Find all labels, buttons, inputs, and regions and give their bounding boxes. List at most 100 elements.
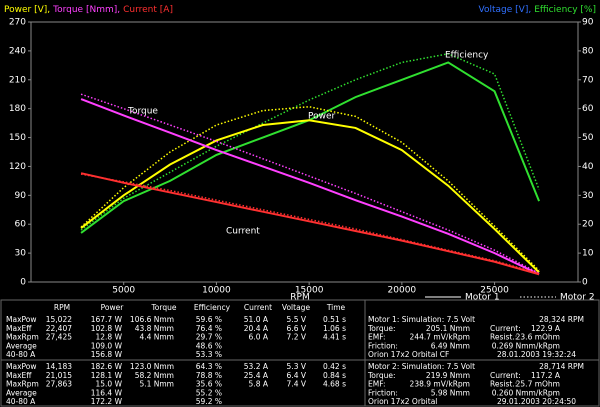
motor-field: 238.9 mV/kRpm [410, 380, 470, 389]
stats-header: Time [326, 303, 346, 312]
stats-cell: 5.3 V [287, 362, 307, 371]
stats-cell: 123.0 Nmm [130, 362, 174, 371]
y2-tick-label: 30 [582, 191, 594, 201]
stats-row-label: Average [6, 388, 37, 397]
y-axis-title-part: Current [A] [123, 5, 173, 15]
stats-cell: 6.6 V [287, 324, 307, 333]
stats-cell: 20.4 A [244, 324, 269, 333]
stats-cell: 29.7 % [196, 333, 222, 342]
series-line [80, 119, 540, 274]
series-line [80, 98, 540, 276]
series-line [80, 172, 540, 276]
stats-cell: 0.84 s [323, 371, 346, 380]
stats-header: Power [101, 303, 125, 312]
stats-row-label: MaxPow [6, 315, 36, 324]
series-line [80, 52, 540, 231]
y-tick-label: 90 [15, 191, 27, 201]
stats-header: Current [244, 303, 272, 312]
stats-row-label: 40-80 A [6, 397, 36, 406]
motor-field: 5.98 Nmm [431, 388, 470, 397]
y2-tick-label: 80 [582, 46, 594, 56]
motor-field: Current: [490, 371, 521, 380]
y2-axis-title-part: Efficiency [%] [534, 5, 596, 15]
y2-tick-label: 10 [582, 249, 594, 259]
stats-cell: 106.6 Nmm [130, 315, 174, 324]
y-tick-label: 120 [9, 162, 26, 172]
stats-cell: 5.8 A [249, 380, 269, 389]
stats-cell: 64.3 % [196, 362, 222, 371]
x-tick-label: 25000 [480, 286, 509, 296]
motor-field: 205.1 Nmm [426, 324, 470, 333]
stats-cell: 12.8 W [96, 333, 123, 342]
y-tick-label: 30 [15, 249, 27, 259]
series-line [80, 93, 540, 274]
x-tick-label: 15000 [295, 286, 324, 296]
stats-cell: 109.0 W [91, 341, 123, 350]
motor-field: 219.9 Nmm [426, 371, 470, 380]
motor-field: 244.7 mV/kRpm [410, 333, 470, 342]
stats-row-label: Average [6, 341, 37, 350]
stats-cell: 167.7 W [91, 315, 123, 324]
stats-cell: 6.0 A [249, 333, 269, 342]
stats-header: Torque [151, 303, 177, 312]
stats-cell: 27,863 [46, 380, 72, 389]
stats-cell: 25.4 A [244, 371, 269, 380]
stats-cell: 43.8 Nmm [135, 324, 174, 333]
motor-field: EMF: [368, 380, 385, 389]
stats-cell: 4.41 s [323, 333, 346, 342]
stats-cell: 53.3 % [196, 350, 222, 359]
stats-cell: 15.0 W [96, 380, 123, 389]
y-tick-label: 210 [9, 75, 26, 85]
y2-axis-title-part: Voltage [V], [479, 5, 532, 15]
stats-header: Voltage [282, 303, 311, 312]
series-label: Power [308, 112, 336, 122]
y-tick-label: 270 [9, 18, 26, 28]
stats-cell: 15,022 [46, 315, 72, 324]
stats-cell: 7.4 V [287, 380, 307, 389]
stats-cell: 6.4 V [287, 371, 307, 380]
stats-cell: 59.6 % [196, 315, 222, 324]
stats-cell: 1.06 s [323, 324, 346, 333]
stats-cell: 5.1 Nmm [139, 380, 174, 389]
y2-tick-label: 20 [582, 220, 594, 230]
stats-row-label: 40-80 A [6, 350, 36, 359]
y2-tick-label: 50 [582, 133, 594, 143]
stats-row-label: MaxEff [6, 371, 32, 380]
legend-label: Motor 2 [560, 293, 595, 303]
stats-header: Efficiency [194, 303, 231, 312]
y2-tick-label: 90 [582, 18, 594, 28]
legend-label: Motor 1 [465, 293, 500, 303]
y2-tick-label: 40 [582, 162, 594, 172]
stats-cell: 14,183 [46, 362, 72, 371]
x-tick-label: 20000 [388, 286, 417, 296]
plot-frame [30, 21, 579, 283]
stats-cell: 48.6 % [196, 341, 222, 350]
y-axis-title-part: Torque [Nmm], [52, 5, 120, 15]
motor-title: Motor 1: Simulation: 7.5 Volt [368, 315, 475, 324]
stats-row-label: MaxPow [6, 362, 36, 371]
y-tick-label: 180 [9, 104, 26, 114]
stats-cell: 182.6 W [91, 362, 123, 371]
stats-cell: 55.2 % [196, 388, 222, 397]
stats-panel [0, 299, 600, 407]
y-tick-label: 0 [20, 278, 26, 288]
motor-field: Resist.: [490, 333, 517, 342]
stats-cell: 21,015 [46, 371, 72, 380]
stats-cell: 5.5 V [287, 315, 307, 324]
stats-cell: 102.8 W [91, 324, 123, 333]
stats-row-label: MaxRpm [6, 333, 39, 342]
y2-tick-label: 70 [582, 75, 594, 85]
stats-cell: 0.51 s [323, 315, 346, 324]
series-line [80, 173, 540, 275]
motor-field: Torque: [367, 324, 396, 333]
stats-cell: 22,407 [46, 324, 72, 333]
motor-field: Resist.: [490, 380, 517, 389]
y2-tick-label: 0 [582, 278, 588, 288]
motor-field: 122.9 A [531, 324, 561, 333]
y2-tick-label: 60 [582, 104, 594, 114]
stats-cell: 35.6 % [196, 380, 222, 389]
stats-header: RPM [54, 303, 70, 312]
stats-cell: 59.2 % [196, 397, 222, 406]
